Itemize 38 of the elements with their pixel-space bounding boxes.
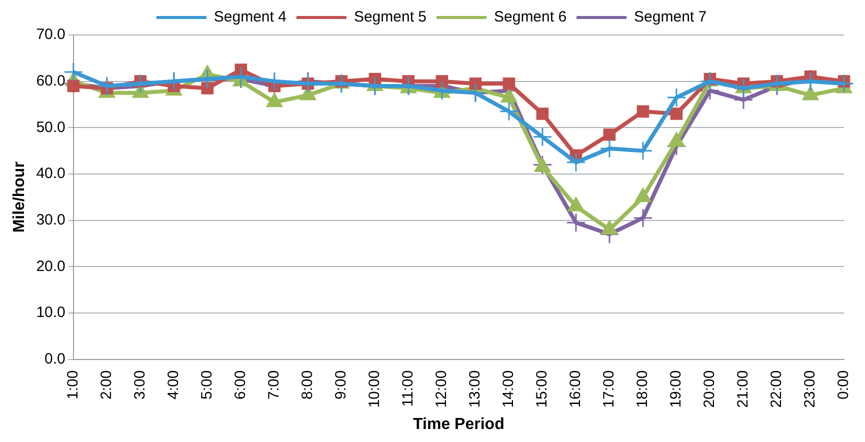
x-tick-label: 21:00 — [734, 370, 752, 408]
y-tick-label: 0.0 — [44, 350, 66, 368]
x-tick-label: 10:00 — [366, 370, 384, 408]
x-tick-label: 23:00 — [802, 370, 819, 408]
x-tick-label: 17:00 — [600, 370, 618, 408]
x-tick-label: 6:00 — [232, 370, 250, 400]
legend-label: Segment 6 — [494, 8, 567, 26]
x-tick-label: 19:00 — [668, 370, 685, 408]
x-tick-label: 14:00 — [500, 370, 518, 408]
x-tick-label: 2:00 — [98, 370, 116, 400]
x-tick-label: 7:00 — [266, 370, 283, 400]
x-tick-label: 15:00 — [534, 370, 551, 408]
x-axis-title: Time Period — [413, 416, 504, 433]
x-tick-label: 0:00 — [835, 370, 852, 400]
y-tick-label: 10.0 — [36, 304, 66, 322]
x-tick-label: 22:00 — [768, 370, 786, 408]
x-tick-label: 16:00 — [567, 370, 584, 408]
x-tick-label: 9:00 — [332, 370, 350, 400]
y-tick-label: 60.0 — [36, 72, 66, 90]
x-tick-label: 11:00 — [400, 370, 417, 407]
x-tick-label: 20:00 — [701, 370, 718, 408]
legend-label: Segment 4 — [214, 8, 286, 26]
y-tick-label: 20.0 — [36, 258, 66, 275]
y-tick-label: 70.0 — [36, 26, 66, 44]
y-axis-title: Mile/hour — [11, 162, 28, 233]
x-tick-label: 3:00 — [132, 370, 149, 400]
x-tick-label: 12:00 — [433, 370, 450, 408]
x-tick-label: 4:00 — [165, 370, 182, 400]
x-tick-label: 1:00 — [64, 370, 82, 400]
legend-label: Segment 5 — [354, 8, 426, 26]
y-tick-label: 50.0 — [36, 118, 66, 136]
y-tick-label: 40.0 — [36, 165, 66, 182]
x-tick-label: 18:00 — [634, 370, 652, 408]
x-tick-label: 13:00 — [466, 370, 484, 408]
y-tick-label: 30.0 — [36, 211, 66, 228]
legend-label: Segment 7 — [634, 8, 707, 26]
x-tick-label: 8:00 — [299, 370, 316, 400]
x-tick-label: 5:00 — [198, 370, 216, 400]
